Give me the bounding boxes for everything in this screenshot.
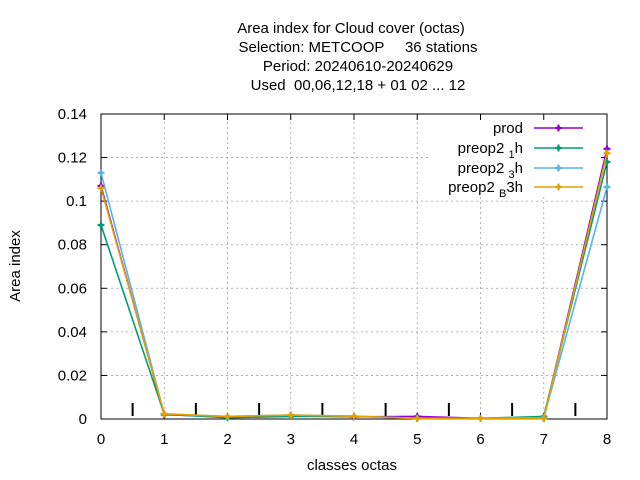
legend-marker [555,124,562,132]
marker-dot [556,125,561,131]
data-point-3 [287,411,295,419]
data-point-3 [224,412,231,420]
marker-dot [478,416,483,421]
y-tick-label: 0.08 [58,237,87,254]
marker-dot [604,151,610,156]
legend-label: preop2 B3h [448,179,523,200]
y-tick-label: 0.14 [58,106,87,123]
chart-title: Area index for Cloud cover (octas) Selec… [237,20,477,94]
legend-marker [555,183,562,191]
series [97,145,611,423]
data-point-2 [603,183,611,191]
marker-dot [225,414,230,419]
marker-dot [98,170,104,176]
y-tick-label: 0.06 [58,280,87,297]
legend-item-0: prod [493,120,583,137]
marker-dot [556,184,561,190]
data-point-1 [97,221,105,229]
marker-dot [415,416,420,421]
data-point-2 [97,169,105,177]
legend-item-1: preop2 1h [458,140,583,161]
marker-dot [556,145,561,151]
y-tick-label: 0.1 [66,193,87,210]
y-tick-label: 0.04 [58,324,87,341]
legend-marker [555,164,562,172]
marker-dot [351,413,357,419]
marker-dot [98,185,104,191]
x-tick-label: 4 [350,431,358,448]
y-axis-label: Area index [7,230,24,302]
legend-label: preop2 3h [458,160,523,181]
data-point-3 [160,410,168,418]
data-point-3 [97,184,105,192]
x-tick-label: 3 [287,431,295,448]
marker-dot [541,416,546,421]
legend-label: prod [493,120,523,137]
x-tick-label: 5 [413,431,421,448]
legend-marker [555,144,562,152]
x-axis-label: classes octas [307,457,397,474]
marker-dot [288,412,293,418]
marker-dot [604,184,610,190]
legend-item-2: preop2 3h [458,160,583,181]
data-point-3 [477,415,484,423]
marker-dot [98,222,104,228]
title-line-1: Area index for Cloud cover (octas) [237,20,465,37]
grid [101,114,607,419]
x-tick-label: 6 [476,431,484,448]
title-line-3: Period: 20240610-20240629 [263,58,453,75]
y-tick-label: 0.02 [58,367,87,384]
marker-dot [604,146,610,152]
x-tick-label: 8 [603,431,611,448]
marker-dot [556,165,561,171]
data-point-3 [413,415,421,423]
legend-item-3: preop2 B3h [448,179,583,200]
data-point-3 [540,415,548,423]
x-tick-label: 2 [223,431,231,448]
x-tick-label: 0 [97,431,105,448]
y-tick-label: 0.12 [58,150,87,167]
y-tick-label: 0 [79,411,87,428]
series-line-2 [100,172,608,420]
data-point-3 [603,149,611,157]
data-point-3 [350,412,358,420]
legend-label: preop2 1h [458,140,523,161]
title-line-4: Used 00,06,12,18 + 01 02 ... 12 [251,77,466,94]
marker-dot [162,411,167,416]
x-tick-label: 1 [160,431,168,448]
title-line-2: Selection: METCOOP 36 stations [239,39,478,56]
axes: 0 1 2 3 4 5 6 7 8 0 0.02 0.04 0.06 0.08 0.1 0.12 0.14 [58,106,611,448]
x-tick-label: 7 [540,431,548,448]
series-line-1 [100,161,608,420]
